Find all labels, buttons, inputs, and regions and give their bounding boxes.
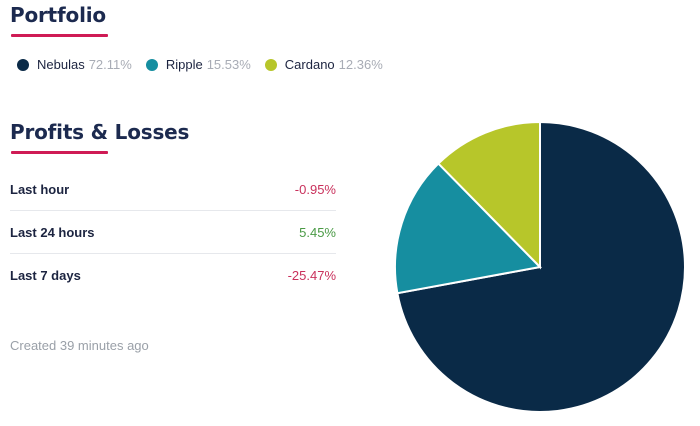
legend-item-nebulas: Nebulas 72.11%: [17, 57, 132, 72]
legend-percent: 12.36%: [338, 57, 383, 72]
legend-percent: 15.53%: [206, 57, 251, 72]
portfolio-title: Portfolio: [10, 3, 106, 27]
legend-dot-ripple: [145, 58, 158, 71]
portfolio-legend: Nebulas 72.11% Ripple 15.53% Cardano 12.…: [17, 57, 397, 72]
legend-dot-nebulas: [17, 58, 29, 71]
pl-row-label: Last 24 hours: [10, 224, 95, 240]
legend-dot-cardano: [264, 58, 277, 71]
profits-losses-title-underline: [11, 151, 108, 154]
pl-row-label: Last hour: [10, 181, 70, 197]
legend-name: Cardano: [284, 57, 335, 72]
pie-slice-cardano: [436, 120, 541, 270]
profits-losses-list: Last hour -0.95% Last 24 hours 5.45% Las…: [10, 168, 336, 296]
profits-losses-title: Profits & Losses: [10, 120, 190, 144]
legend-name: Nebulas: [37, 57, 85, 72]
pl-row-value: -0.95%: [294, 181, 336, 197]
legend-item-ripple: Ripple 15.53%: [145, 57, 251, 72]
legend-item-cardano: Cardano 12.36%: [264, 57, 383, 72]
pl-row-value: -25.47%: [287, 267, 336, 283]
portfolio-pie-chart: [394, 120, 686, 413]
created-timestamp: Created 39 minutes ago: [10, 338, 149, 353]
pl-row-last-7-days: Last 7 days -25.47%: [10, 254, 336, 296]
pl-row-value: 5.45%: [299, 224, 336, 240]
pie-slice-ripple: [394, 162, 543, 295]
pl-row-label: Last 7 days: [10, 267, 81, 283]
pl-row-last-hour: Last hour -0.95%: [10, 168, 336, 211]
portfolio-title-underline: [11, 34, 108, 37]
legend-name: Ripple: [165, 57, 203, 72]
legend-percent: 72.11%: [88, 57, 132, 72]
pl-row-last-24-hours: Last 24 hours 5.45%: [10, 211, 336, 254]
